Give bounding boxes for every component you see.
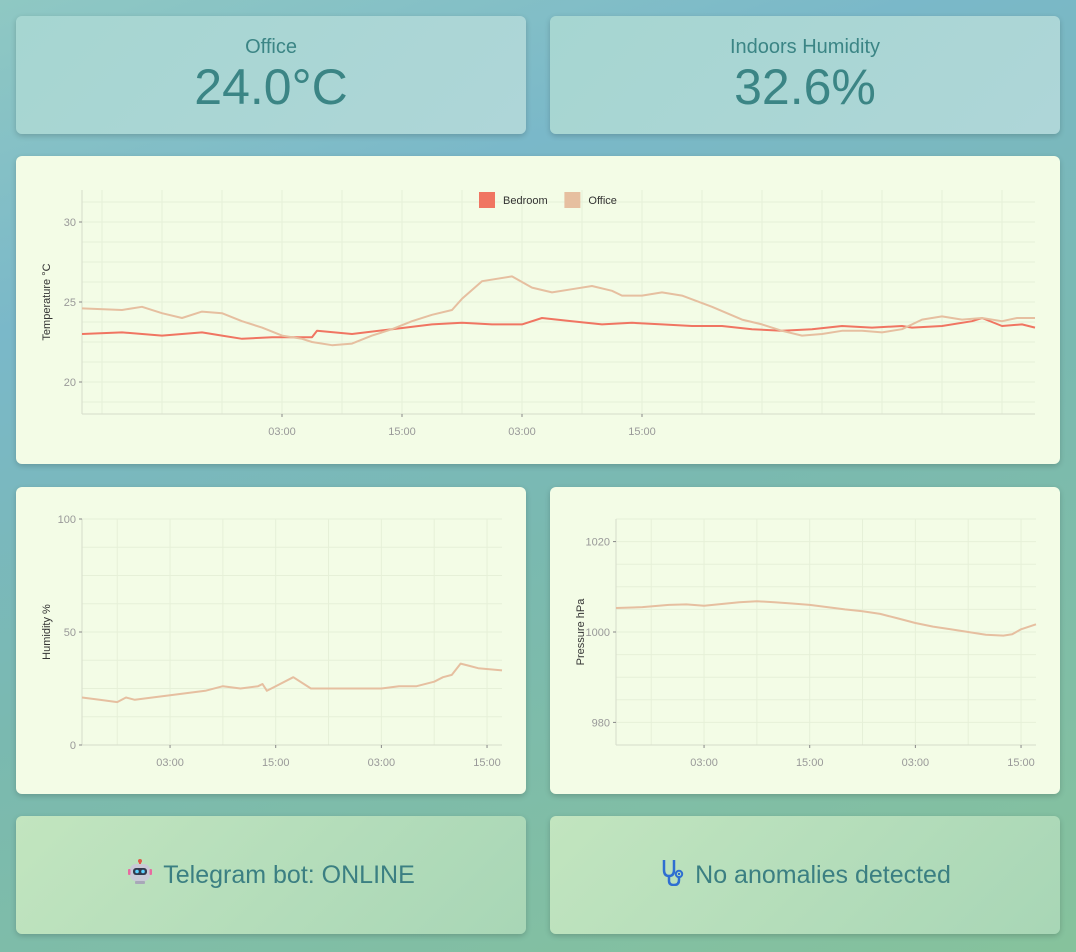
y-axis-label: Temperature °C <box>41 263 53 340</box>
y-tick-label: 0 <box>70 740 76 752</box>
humidity-chart: 0 50 100 03:00 15:00 03:00 15:00 Humidity % <box>41 514 503 769</box>
anomaly-status-text: No anomalies detected <box>695 860 951 889</box>
y-tick-label: 100 <box>58 514 76 526</box>
office-temperature-value: 24.0°C <box>194 59 348 115</box>
x-tick-label: 15:00 <box>473 757 501 769</box>
anomaly-status-card: No anomalies detected <box>550 816 1060 934</box>
robot-icon <box>127 858 153 892</box>
legend-label-office: Office <box>588 195 617 207</box>
temperature-chart: 20 25 30 03:00 15:00 03:00 15:00 Temperature °C… <box>41 190 1036 438</box>
y-tick-label: 980 <box>592 717 610 729</box>
x-tick-label: 03:00 <box>902 757 930 769</box>
telegram-bot-status-text: Telegram bot: ONLINE <box>163 860 415 889</box>
temperature-chart-card: 20 25 30 03:00 15:00 03:00 15:00 Temperature °C… <box>16 156 1060 464</box>
x-tick-label: 15:00 <box>1007 757 1035 769</box>
stethoscope-icon <box>659 858 685 893</box>
y-axis-label: Humidity % <box>41 604 53 660</box>
office-temperature-card: Office 24.0°C <box>16 16 526 134</box>
x-tick-label: 03:00 <box>268 426 296 438</box>
pressure-chart: 980 1000 1020 03:00 15:00 03:00 15:00 Pressure … <box>575 518 1037 769</box>
series-line-office <box>81 275 1035 347</box>
series-line-office <box>615 600 1037 637</box>
x-tick-label: 03:00 <box>368 757 396 769</box>
indoor-humidity-value: 32.6% <box>734 59 876 115</box>
pressure-chart-card: 980 1000 1020 03:00 15:00 03:00 15:00 Pressure … <box>550 487 1060 794</box>
indoor-humidity-card: Indoors Humidity 32.6% <box>550 16 1060 134</box>
indoor-humidity-label: Indoors Humidity <box>729 36 881 58</box>
legend-label-bedroom: Bedroom <box>503 195 548 207</box>
series-line-office <box>81 662 503 704</box>
series-line-bedroom <box>81 317 1036 340</box>
x-tick-label: 15:00 <box>262 757 290 769</box>
x-tick-label: 03:00 <box>690 757 718 769</box>
legend-swatch-bedroom <box>479 192 495 208</box>
x-tick-label: 15:00 <box>628 426 656 438</box>
y-tick-label: 50 <box>64 627 76 639</box>
telegram-bot-status-card: Telegram bot: ONLINE <box>16 816 526 934</box>
y-tick-label: 25 <box>64 297 76 309</box>
y-tick-label: 20 <box>64 377 76 389</box>
legend-swatch-office <box>564 192 581 208</box>
y-axis-label: Pressure hPa <box>575 598 587 666</box>
x-tick-label: 15:00 <box>796 757 824 769</box>
office-temperature-label: Office <box>245 36 297 58</box>
humidity-chart-card: 0 50 100 03:00 15:00 03:00 15:00 Humidity % <box>16 487 526 794</box>
y-tick-label: 1000 <box>586 627 610 639</box>
y-tick-label: 30 <box>64 217 76 229</box>
y-tick-label: 1020 <box>586 537 610 549</box>
x-tick-label: 03:00 <box>156 757 184 769</box>
x-tick-label: 15:00 <box>388 426 416 438</box>
x-tick-label: 03:00 <box>508 426 536 438</box>
